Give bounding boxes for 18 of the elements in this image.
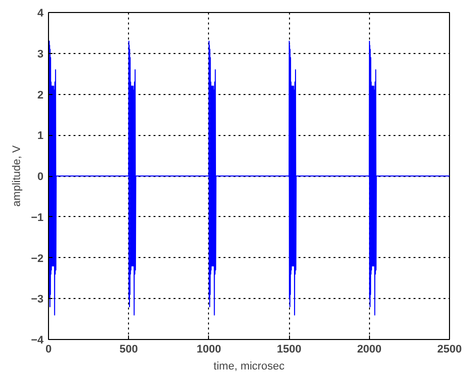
y-tick-label: −3 [30, 294, 44, 306]
x-tick-label: 1000 [196, 344, 222, 356]
x-tick-label: 500 [120, 344, 138, 356]
y-tick-label: 3 [37, 48, 44, 60]
x-tick-label: 2500 [437, 344, 462, 356]
line-series [48, 40, 450, 316]
x-tick-label: 0 [45, 344, 52, 356]
x-axis-title: time, microsec [214, 360, 285, 372]
y-tick-label: 2 [37, 89, 44, 102]
y-tick-label: 1 [37, 130, 44, 142]
y-tick-label: −1 [30, 212, 44, 224]
y-tick-label: 4 [37, 8, 44, 20]
y-tick-label: −4 [30, 334, 44, 346]
y-tick-label: 0 [37, 171, 44, 183]
y-axis-title: amplitude, V [10, 144, 23, 207]
x-tick-label: 2000 [357, 344, 382, 356]
y-tick-label: −2 [30, 252, 44, 265]
x-tick-label: 1500 [276, 344, 302, 356]
